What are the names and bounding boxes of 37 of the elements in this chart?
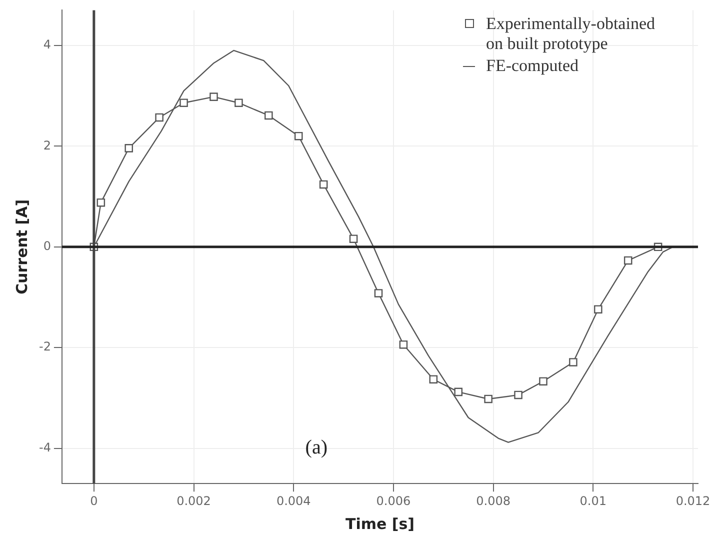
point xyxy=(210,92,218,101)
point xyxy=(594,305,602,314)
x-tick-label: 0.002 xyxy=(176,494,211,508)
y-tick-label: -2 xyxy=(38,340,51,354)
x-tick-label: 0.004 xyxy=(276,494,311,508)
x-tick-label: 0.01 xyxy=(580,494,607,508)
point xyxy=(429,375,438,384)
point xyxy=(399,340,408,349)
point xyxy=(484,394,492,404)
point xyxy=(569,358,578,366)
point xyxy=(234,98,243,107)
point xyxy=(264,111,273,120)
point xyxy=(349,234,358,243)
y-axis-title: Current [A] xyxy=(12,199,31,294)
point xyxy=(155,113,164,122)
point xyxy=(180,98,188,107)
x-tick-label: 0.008 xyxy=(476,494,510,508)
y-tick-label: 0 xyxy=(43,239,51,254)
point xyxy=(319,180,328,189)
point xyxy=(624,256,632,265)
x-tick-label: 0.012 xyxy=(676,494,710,508)
legend-label: FE-computed xyxy=(486,56,580,76)
point xyxy=(374,289,383,298)
legend-label: Experimentally-obtained on built prototype xyxy=(486,14,656,54)
point xyxy=(539,377,548,386)
point xyxy=(96,198,106,207)
point xyxy=(124,144,133,152)
point xyxy=(454,388,462,396)
point xyxy=(514,390,522,400)
x-tick-label: 0.006 xyxy=(376,494,411,508)
point xyxy=(294,132,303,140)
y-tick-label: 2 xyxy=(43,138,51,152)
x-tick-label: 0 xyxy=(90,494,98,508)
x-axis-title: Time [s] xyxy=(345,514,415,533)
y-tick-label: -4 xyxy=(38,440,51,454)
annotation: (a) xyxy=(305,436,328,459)
y-tick-label: 4 xyxy=(43,38,51,52)
